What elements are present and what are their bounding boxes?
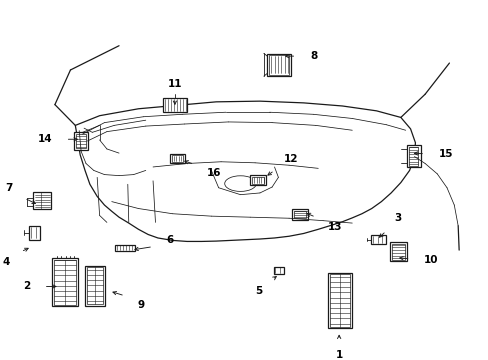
Bar: [293, 211, 305, 218]
Polygon shape: [75, 101, 415, 242]
Bar: [85, 266, 105, 306]
Bar: [273, 267, 284, 274]
Bar: [252, 177, 264, 184]
Bar: [408, 147, 418, 166]
Text: 10: 10: [423, 255, 438, 265]
Bar: [115, 244, 134, 251]
Text: 13: 13: [327, 222, 341, 232]
Text: 7: 7: [5, 183, 13, 193]
Bar: [172, 155, 183, 162]
Bar: [291, 209, 307, 220]
Bar: [268, 55, 288, 75]
Bar: [87, 267, 103, 304]
Bar: [389, 243, 407, 261]
Text: 1: 1: [335, 350, 342, 360]
Text: 2: 2: [23, 282, 30, 292]
Bar: [329, 274, 349, 327]
Text: 15: 15: [438, 149, 452, 159]
Text: 12: 12: [284, 154, 298, 163]
Bar: [29, 226, 40, 240]
Text: 14: 14: [37, 134, 52, 144]
Bar: [391, 244, 405, 260]
Bar: [76, 134, 86, 148]
Text: 4: 4: [2, 257, 10, 267]
Bar: [406, 145, 420, 167]
Text: 9: 9: [137, 300, 144, 310]
Bar: [33, 192, 51, 208]
Bar: [54, 260, 76, 305]
Bar: [266, 54, 290, 76]
Bar: [370, 235, 386, 244]
Bar: [170, 154, 184, 163]
Text: 16: 16: [206, 168, 221, 178]
Text: 11: 11: [167, 79, 182, 89]
Text: 8: 8: [309, 51, 317, 61]
Bar: [327, 273, 351, 328]
Bar: [52, 258, 78, 306]
Text: 6: 6: [166, 234, 173, 244]
Bar: [74, 132, 88, 150]
Text: 5: 5: [255, 287, 262, 296]
Bar: [250, 175, 265, 185]
Text: 3: 3: [394, 213, 401, 224]
Bar: [163, 98, 187, 112]
